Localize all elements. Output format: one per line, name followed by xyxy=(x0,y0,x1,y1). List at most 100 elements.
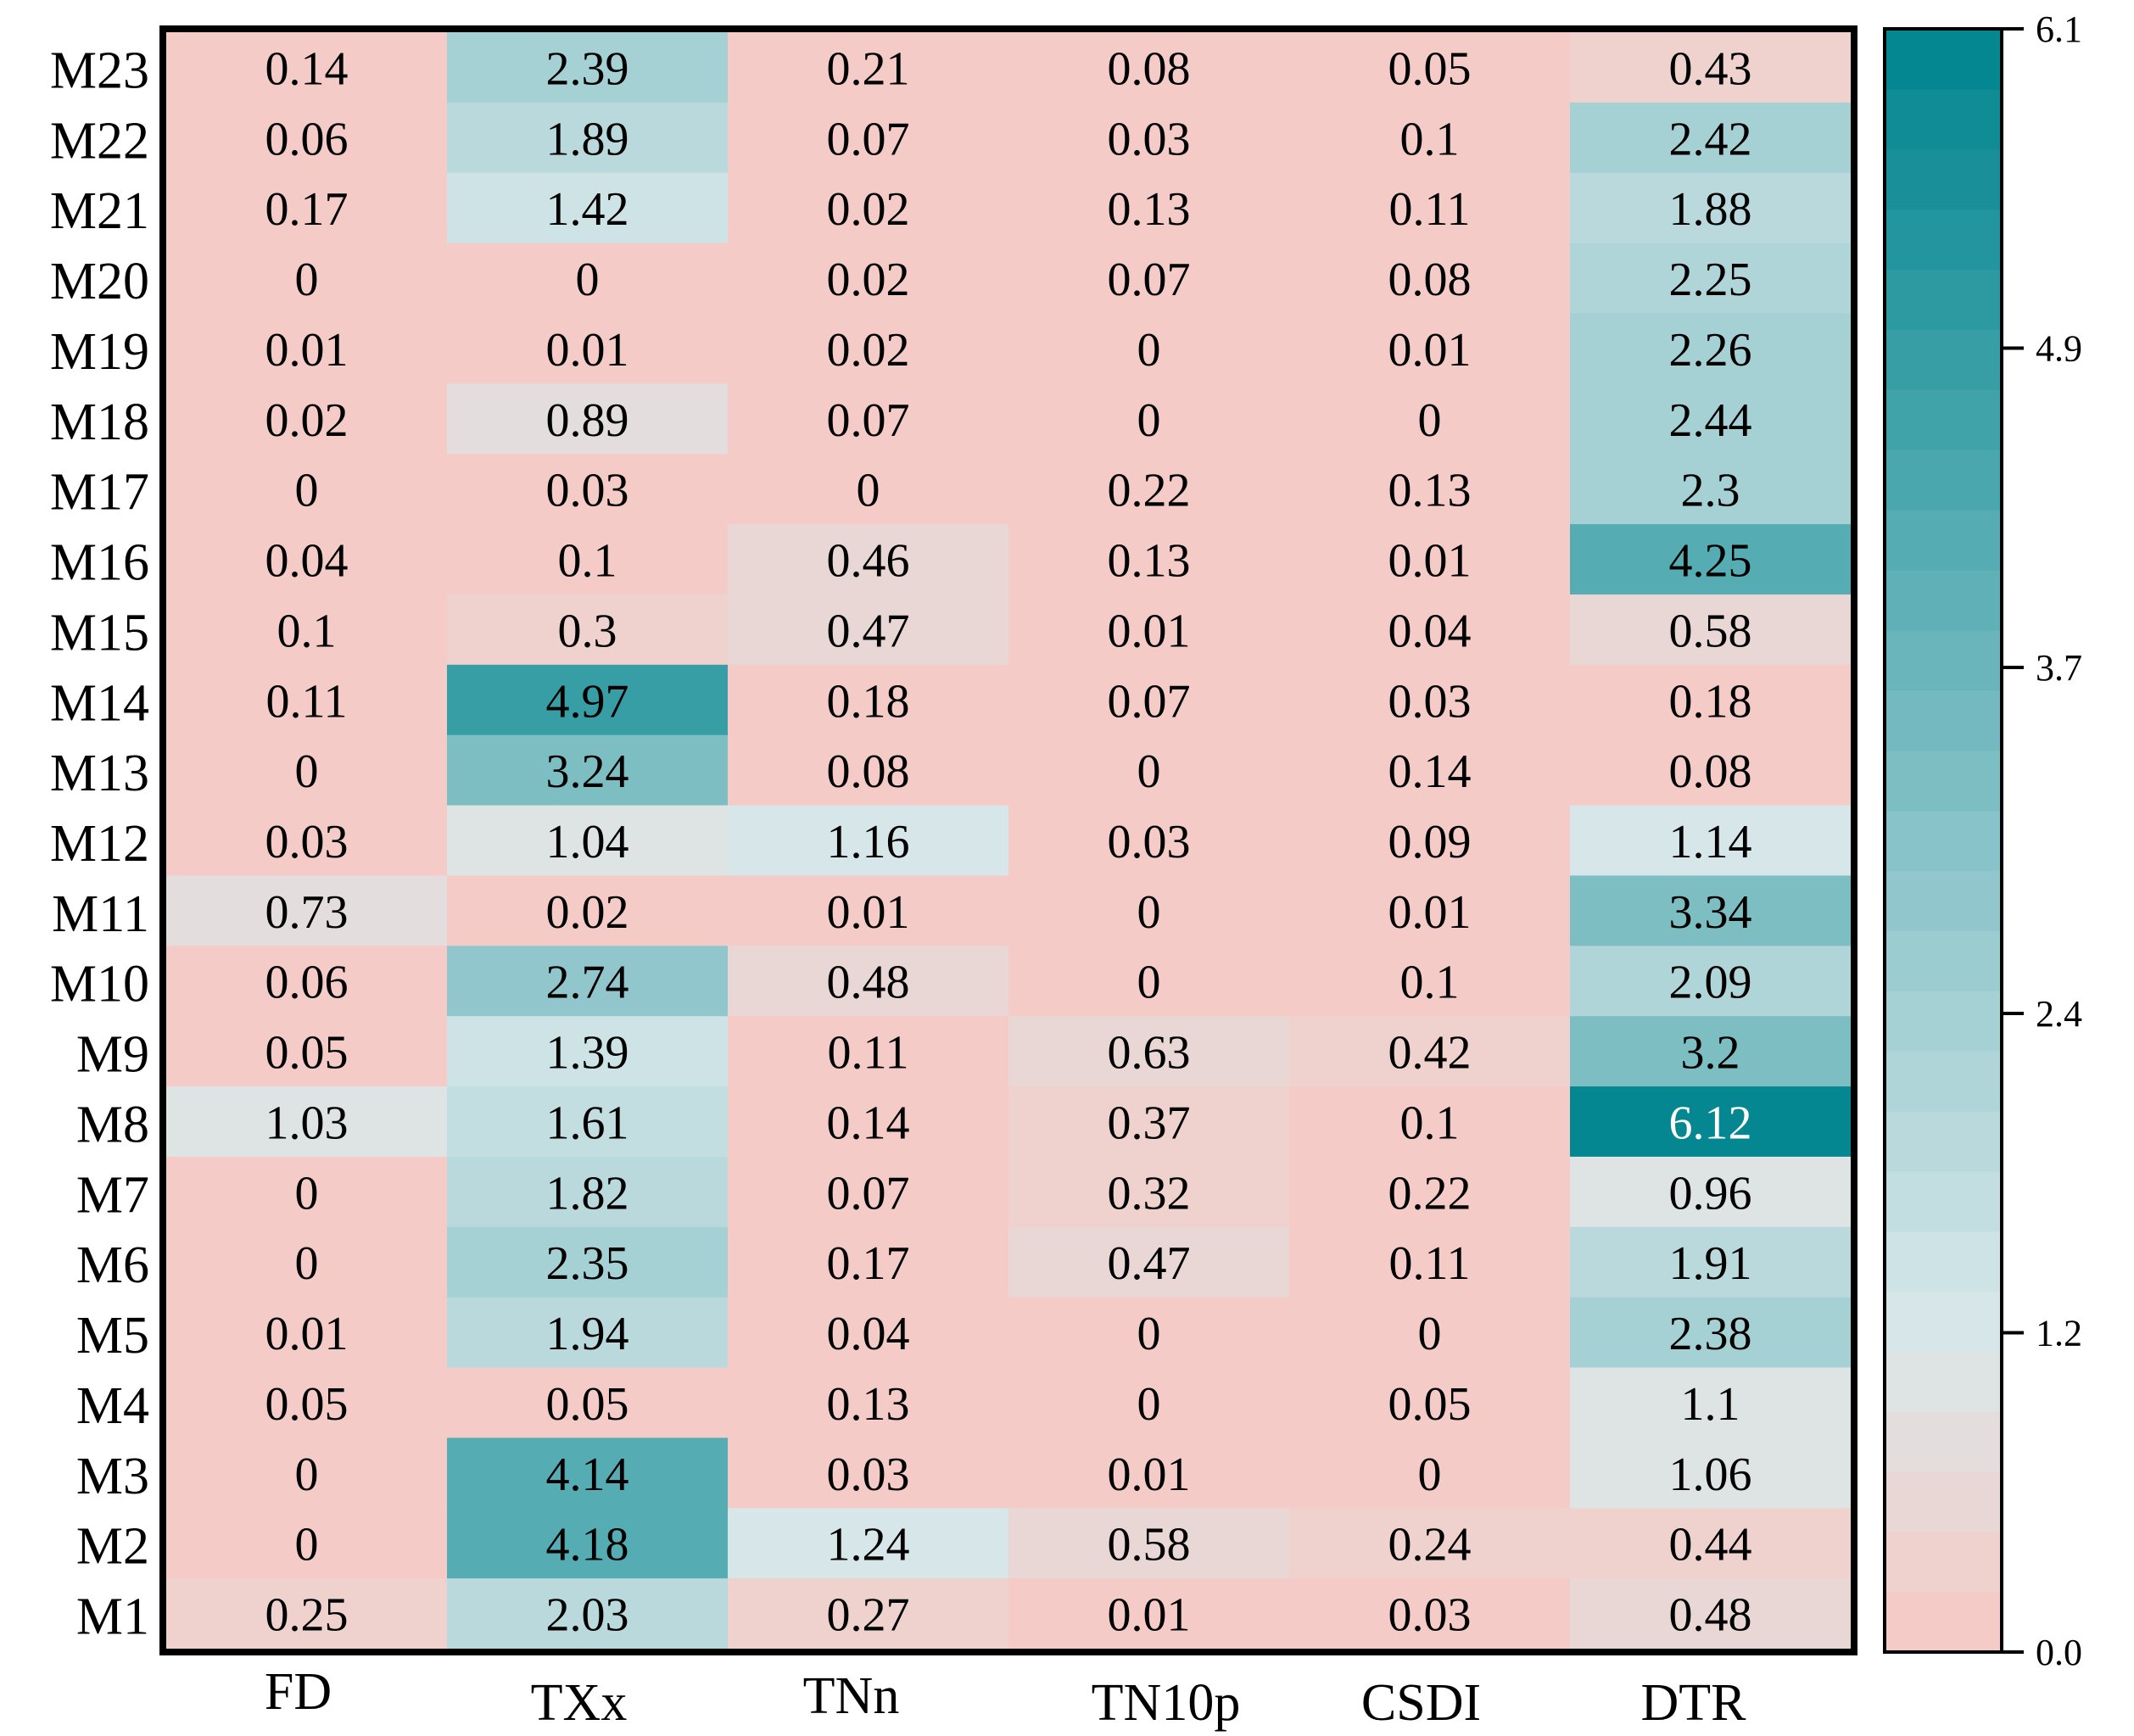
row-label: M11 xyxy=(52,885,149,943)
cell-value-label: 0.01 xyxy=(1108,1449,1191,1501)
heatmap-cell xyxy=(447,875,729,946)
cell-value-label: 0.02 xyxy=(827,183,910,236)
heatmap-cell xyxy=(166,1016,448,1087)
cell-value-label: 1.16 xyxy=(827,816,910,868)
cell-value-label: 0.05 xyxy=(265,1027,349,1080)
cell-value-label: 0.46 xyxy=(827,535,910,588)
cell-value-label: 0.14 xyxy=(827,1097,910,1149)
heatmap-cell xyxy=(1008,102,1290,174)
heatmap-cells: 0.14 2.39 0.21 0.08 0.05 0.43 0.06 1.89 0.07 0.03… xyxy=(166,32,1852,1649)
cell-value-label: 0 xyxy=(1418,394,1442,447)
heatmap-cell xyxy=(166,243,448,315)
cell-value-label: 0.17 xyxy=(827,1237,910,1290)
cell-value-label: 0.01 xyxy=(546,324,629,377)
colorbar-tick-label: 1.2 xyxy=(2036,1312,2082,1354)
column-label: TNn xyxy=(803,1667,900,1725)
cell-value-label: 0.32 xyxy=(1108,1167,1191,1220)
cell-value-label: 1.04 xyxy=(546,816,629,868)
cell-value-label: 0.03 xyxy=(1108,816,1191,868)
heatmap-cell xyxy=(166,946,448,1017)
cell-value-label: 0.08 xyxy=(827,745,910,798)
heatmap-cell xyxy=(447,664,729,736)
cell-value-label: 0.07 xyxy=(1108,254,1191,306)
heatmap-cell xyxy=(447,454,729,525)
heatmap-cell xyxy=(166,1297,448,1369)
heatmap-cell xyxy=(166,32,448,103)
heatmap-cell xyxy=(1008,1578,1290,1649)
cell-value-label: 0 xyxy=(295,465,319,517)
row-label: M5 xyxy=(76,1307,149,1365)
heatmap-cell xyxy=(1570,32,1852,103)
heatmap-cell xyxy=(1570,1297,1852,1369)
heatmap-cell xyxy=(1289,946,1571,1017)
heatmap-cell xyxy=(1008,243,1290,315)
heatmap-cell xyxy=(1570,454,1852,525)
heatmap-cell xyxy=(447,1437,729,1509)
cell-value-label: 0.09 xyxy=(1388,816,1472,868)
cell-value-label: 0.04 xyxy=(1388,605,1472,657)
heatmap-cell xyxy=(728,1508,1009,1579)
column-label: DTR xyxy=(1641,1674,1747,1732)
cell-value-label: 0.04 xyxy=(265,535,349,588)
row-label: M6 xyxy=(76,1236,149,1294)
heatmap-cell xyxy=(447,243,729,315)
row-label: M10 xyxy=(50,956,149,1013)
cell-value-label: 2.39 xyxy=(546,42,629,95)
colorbar-band xyxy=(1885,1231,2002,1292)
column-label: TXx xyxy=(531,1674,628,1732)
cell-value-label: 2.26 xyxy=(1669,324,1752,377)
row-label: M12 xyxy=(50,815,149,873)
cell-value-label: 0 xyxy=(1137,745,1161,798)
row-label: M2 xyxy=(76,1518,149,1576)
cell-value-label: 0.07 xyxy=(827,113,910,165)
cell-value-label: 0.03 xyxy=(265,816,349,868)
cell-value-label: 0.1 xyxy=(1400,1097,1460,1149)
cell-value-label: 0.27 xyxy=(827,1589,910,1642)
cell-value-label: 0.07 xyxy=(827,1167,910,1220)
row-label: M1 xyxy=(76,1588,149,1646)
cell-value-label: 0.96 xyxy=(1669,1167,1752,1220)
cell-value-label: 0.58 xyxy=(1669,605,1752,657)
row-label: M3 xyxy=(76,1448,149,1505)
row-label: M7 xyxy=(76,1166,149,1224)
cell-value-label: 0.18 xyxy=(827,675,910,728)
heatmap-cell xyxy=(728,1437,1009,1509)
cell-value-label: 0.02 xyxy=(265,394,349,447)
heatmap-cell xyxy=(1570,1226,1852,1298)
cell-value-label: 0.11 xyxy=(1389,1237,1471,1290)
heatmap-cell xyxy=(166,524,448,595)
heatmap-cell xyxy=(728,594,1009,666)
colorbar-band xyxy=(1885,689,2002,751)
cell-value-label: 0.02 xyxy=(546,886,629,939)
heatmap-cell xyxy=(728,383,1009,455)
heatmap-cell xyxy=(1289,32,1571,103)
heatmap-cell xyxy=(728,1086,1009,1158)
heatmap-cell xyxy=(166,1437,448,1509)
cell-value-label: 6.12 xyxy=(1669,1097,1752,1149)
cell-value-label: 0.63 xyxy=(1108,1027,1191,1080)
heatmap-cell xyxy=(1289,243,1571,315)
cell-value-label: 4.18 xyxy=(546,1519,629,1571)
heatmap-cell xyxy=(728,1297,1009,1369)
heatmap-cell xyxy=(1570,1367,1852,1438)
cell-value-label: 0.03 xyxy=(546,465,629,517)
heatmap-cell xyxy=(1008,1086,1290,1158)
cell-value-label: 1.94 xyxy=(546,1308,629,1360)
heatmap-cell xyxy=(1008,1437,1290,1509)
colorbar-band xyxy=(1885,1471,2002,1532)
heatmap-cell xyxy=(166,1508,448,1579)
cell-value-label: 3.24 xyxy=(546,745,629,798)
cell-value-label: 0.04 xyxy=(827,1308,910,1360)
cell-value-label: 0.02 xyxy=(827,254,910,306)
row-label: M13 xyxy=(50,745,149,802)
heatmap-cell xyxy=(1289,102,1571,174)
heatmap-cell xyxy=(166,1156,448,1228)
column-label: CSDI xyxy=(1361,1674,1481,1732)
cell-value-label: 0.44 xyxy=(1669,1519,1752,1571)
heatmap-cell xyxy=(728,313,1009,384)
cell-value-label: 0.21 xyxy=(827,42,910,95)
heatmap-cell xyxy=(1289,594,1571,666)
heatmap-cell xyxy=(1008,875,1290,946)
cell-value-label: 1.91 xyxy=(1669,1237,1752,1290)
